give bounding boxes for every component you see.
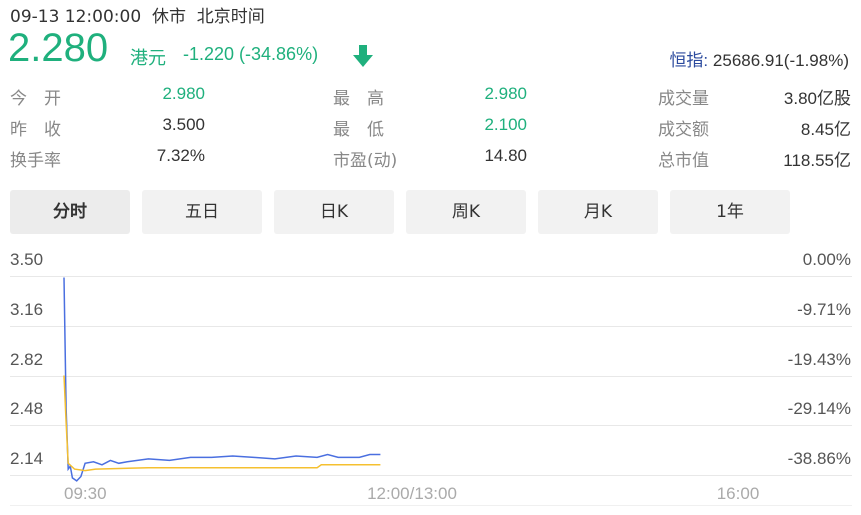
y-tick-label: 2.14	[10, 449, 44, 468]
tab-5[interactable]: 1年	[670, 190, 790, 234]
hsi-label: 恒指:	[669, 51, 709, 70]
stat-label: 市盈(动)	[333, 151, 398, 171]
y-right-tick-label: 0.00%	[802, 250, 851, 269]
price-line	[63, 277, 381, 482]
stat-label: 今 开	[10, 89, 61, 109]
hsi-index[interactable]: 恒指: 25686.91(-1.98%)	[669, 46, 849, 71]
stat-label: 成交量	[658, 89, 709, 109]
stat-value: 118.55亿	[783, 151, 851, 170]
grid-line	[10, 475, 852, 476]
market-status: 休市	[151, 7, 186, 27]
x-tick-label: 09:30	[64, 484, 107, 503]
stat-value: 7.32%	[156, 146, 205, 165]
stat-label: 最 低	[333, 120, 384, 140]
x-axis-line	[10, 505, 852, 506]
x-tick-label: 12:00/13:00	[367, 484, 457, 503]
stat-value: 2.100	[484, 115, 527, 134]
stat-value: 8.45亿	[800, 120, 851, 139]
stat-label: 最 高	[333, 89, 384, 109]
tab-3[interactable]: 周K	[406, 190, 526, 234]
stat-value: 2.980	[484, 84, 527, 103]
y-tick-label: 3.50	[10, 250, 44, 269]
grid-line	[10, 276, 852, 277]
y-tick-label: 2.48	[10, 399, 44, 419]
price-change: -1.220 (-34.86%)	[183, 44, 319, 64]
tab-4[interactable]: 月K	[538, 190, 658, 234]
stat-value: 2.980	[162, 84, 205, 103]
timestamp-bar: 09-13 12:00:00 休市 北京时间	[10, 2, 265, 27]
tab-2[interactable]: 日K	[274, 190, 394, 234]
y-tick-label: 3.16	[10, 299, 44, 319]
timestamp: 09-13 12:00:00	[10, 7, 142, 27]
tab-0[interactable]: 分时	[10, 190, 130, 234]
x-tick-label: 16:00	[716, 484, 760, 503]
stat-value: 3.500	[162, 115, 205, 134]
currency: 港元	[130, 48, 166, 69]
y-right-tick-label: -19.43%	[787, 349, 851, 369]
y-tick-label: 2.82	[10, 349, 44, 369]
y-right-tick-label: -38.86%	[787, 449, 851, 468]
y-right-tick-label: -9.71%	[797, 299, 851, 319]
grid-line	[10, 375, 852, 377]
stat-value: 14.80	[484, 146, 527, 165]
grid-line	[10, 325, 852, 327]
current-price: 2.280	[8, 26, 109, 70]
stat-value: 3.80亿股	[783, 89, 851, 108]
stat-label: 昨 收	[10, 120, 61, 140]
grid-line	[10, 425, 852, 427]
stat-label: 总市值	[658, 151, 709, 171]
hsi-value: 25686.91(-1.98%)	[712, 51, 849, 70]
stat-label: 成交额	[658, 120, 709, 140]
y-right-tick-label: -29.14%	[787, 399, 851, 419]
average-line	[63, 375, 381, 472]
tab-1[interactable]: 五日	[142, 190, 262, 234]
stat-label: 换手率	[10, 151, 61, 171]
timezone: 北京时间	[196, 7, 265, 27]
arrow-down-icon	[353, 45, 373, 67]
